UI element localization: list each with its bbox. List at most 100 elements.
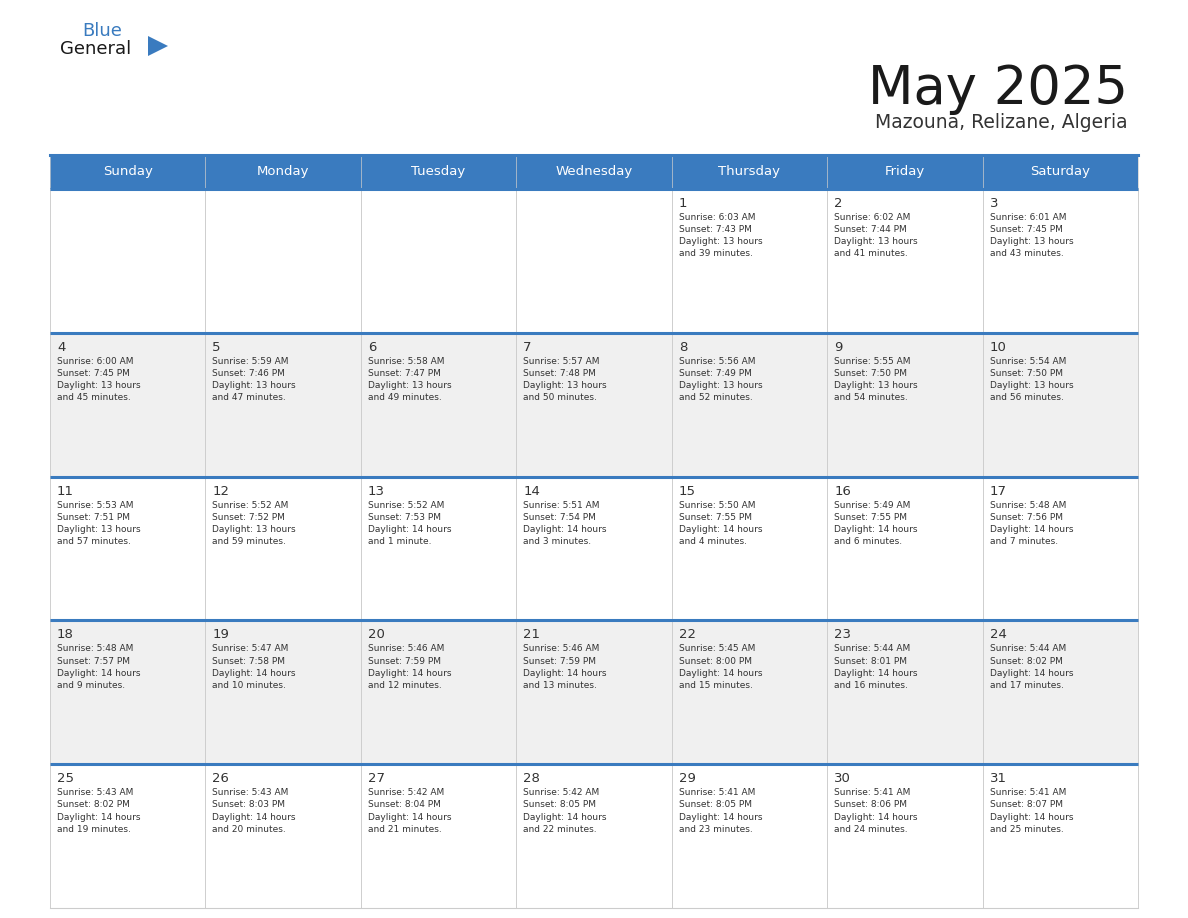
Text: General: General [61,40,131,58]
Bar [361,333,517,476]
Bar [361,764,517,908]
Bar [50,189,206,333]
Bar [827,155,982,189]
Text: Sunrise: 5:48 AM
Sunset: 7:56 PM
Daylight: 14 hours
and 7 minutes.: Sunrise: 5:48 AM Sunset: 7:56 PM Dayligh… [990,500,1073,546]
Text: 31: 31 [990,772,1006,785]
Text: 1: 1 [678,197,687,210]
Text: 28: 28 [523,772,541,785]
Bar [982,155,1138,189]
Bar [361,189,517,333]
Text: Sunrise: 5:55 AM
Sunset: 7:50 PM
Daylight: 13 hours
and 54 minutes.: Sunrise: 5:55 AM Sunset: 7:50 PM Dayligh… [834,357,918,402]
Bar [517,155,671,189]
Text: Sunrise: 5:42 AM
Sunset: 8:04 PM
Daylight: 14 hours
and 21 minutes.: Sunrise: 5:42 AM Sunset: 8:04 PM Dayligh… [368,789,451,834]
Bar [517,476,671,621]
Bar [517,333,671,476]
Bar [361,476,517,621]
Bar [827,764,982,908]
Text: Sunday: Sunday [103,165,152,178]
Bar [982,189,1138,333]
Text: 16: 16 [834,485,851,498]
Text: Tuesday: Tuesday [411,165,466,178]
Text: Sunrise: 5:46 AM
Sunset: 7:59 PM
Daylight: 14 hours
and 12 minutes.: Sunrise: 5:46 AM Sunset: 7:59 PM Dayligh… [368,644,451,689]
Bar [50,476,206,621]
Bar [361,621,517,764]
Text: 21: 21 [523,629,541,642]
Text: Sunrise: 5:41 AM
Sunset: 8:07 PM
Daylight: 14 hours
and 25 minutes.: Sunrise: 5:41 AM Sunset: 8:07 PM Dayligh… [990,789,1073,834]
Bar [982,333,1138,476]
Text: Sunrise: 5:57 AM
Sunset: 7:48 PM
Daylight: 13 hours
and 50 minutes.: Sunrise: 5:57 AM Sunset: 7:48 PM Dayligh… [523,357,607,402]
Text: Friday: Friday [885,165,925,178]
Bar [517,621,671,764]
Text: Monday: Monday [257,165,309,178]
Text: 7: 7 [523,341,532,353]
Text: 22: 22 [678,629,696,642]
Text: 15: 15 [678,485,696,498]
Bar [671,333,827,476]
Text: Sunrise: 5:52 AM
Sunset: 7:53 PM
Daylight: 14 hours
and 1 minute.: Sunrise: 5:52 AM Sunset: 7:53 PM Dayligh… [368,500,451,546]
Bar [982,476,1138,621]
Text: Sunrise: 6:02 AM
Sunset: 7:44 PM
Daylight: 13 hours
and 41 minutes.: Sunrise: 6:02 AM Sunset: 7:44 PM Dayligh… [834,213,918,259]
Bar [50,621,206,764]
Text: Mazouna, Relizane, Algeria: Mazouna, Relizane, Algeria [876,113,1127,132]
Bar [50,333,206,476]
Bar [827,189,982,333]
Text: Sunrise: 5:58 AM
Sunset: 7:47 PM
Daylight: 13 hours
and 49 minutes.: Sunrise: 5:58 AM Sunset: 7:47 PM Dayligh… [368,357,451,402]
Text: Sunrise: 5:59 AM
Sunset: 7:46 PM
Daylight: 13 hours
and 47 minutes.: Sunrise: 5:59 AM Sunset: 7:46 PM Dayligh… [213,357,296,402]
Text: 24: 24 [990,629,1006,642]
Bar [671,476,827,621]
Text: 30: 30 [834,772,851,785]
Bar [827,621,982,764]
Text: 27: 27 [368,772,385,785]
Text: Sunrise: 5:48 AM
Sunset: 7:57 PM
Daylight: 14 hours
and 9 minutes.: Sunrise: 5:48 AM Sunset: 7:57 PM Dayligh… [57,644,140,689]
Bar [50,764,206,908]
Text: 17: 17 [990,485,1006,498]
Text: Sunrise: 5:54 AM
Sunset: 7:50 PM
Daylight: 13 hours
and 56 minutes.: Sunrise: 5:54 AM Sunset: 7:50 PM Dayligh… [990,357,1073,402]
Text: 12: 12 [213,485,229,498]
Text: Sunrise: 5:53 AM
Sunset: 7:51 PM
Daylight: 13 hours
and 57 minutes.: Sunrise: 5:53 AM Sunset: 7:51 PM Dayligh… [57,500,140,546]
Bar [671,764,827,908]
Text: Sunrise: 5:41 AM
Sunset: 8:06 PM
Daylight: 14 hours
and 24 minutes.: Sunrise: 5:41 AM Sunset: 8:06 PM Dayligh… [834,789,917,834]
Text: 8: 8 [678,341,687,353]
Text: Sunrise: 5:43 AM
Sunset: 8:02 PM
Daylight: 14 hours
and 19 minutes.: Sunrise: 5:43 AM Sunset: 8:02 PM Dayligh… [57,789,140,834]
Text: Sunrise: 5:47 AM
Sunset: 7:58 PM
Daylight: 14 hours
and 10 minutes.: Sunrise: 5:47 AM Sunset: 7:58 PM Dayligh… [213,644,296,689]
Text: Sunrise: 5:56 AM
Sunset: 7:49 PM
Daylight: 13 hours
and 52 minutes.: Sunrise: 5:56 AM Sunset: 7:49 PM Dayligh… [678,357,763,402]
Text: Sunrise: 6:00 AM
Sunset: 7:45 PM
Daylight: 13 hours
and 45 minutes.: Sunrise: 6:00 AM Sunset: 7:45 PM Dayligh… [57,357,140,402]
Bar [206,476,361,621]
Text: Sunrise: 5:44 AM
Sunset: 8:01 PM
Daylight: 14 hours
and 16 minutes.: Sunrise: 5:44 AM Sunset: 8:01 PM Dayligh… [834,644,917,689]
Text: 9: 9 [834,341,842,353]
Text: 29: 29 [678,772,696,785]
Text: Sunrise: 5:50 AM
Sunset: 7:55 PM
Daylight: 14 hours
and 4 minutes.: Sunrise: 5:50 AM Sunset: 7:55 PM Dayligh… [678,500,763,546]
Text: 5: 5 [213,341,221,353]
Text: 14: 14 [523,485,541,498]
Text: 4: 4 [57,341,65,353]
Bar [517,764,671,908]
Bar [827,476,982,621]
Text: Sunrise: 5:44 AM
Sunset: 8:02 PM
Daylight: 14 hours
and 17 minutes.: Sunrise: 5:44 AM Sunset: 8:02 PM Dayligh… [990,644,1073,689]
Text: Sunrise: 5:46 AM
Sunset: 7:59 PM
Daylight: 14 hours
and 13 minutes.: Sunrise: 5:46 AM Sunset: 7:59 PM Dayligh… [523,644,607,689]
Text: Wednesday: Wednesday [555,165,633,178]
Text: 11: 11 [57,485,74,498]
Polygon shape [148,36,168,56]
Text: Sunrise: 5:42 AM
Sunset: 8:05 PM
Daylight: 14 hours
and 22 minutes.: Sunrise: 5:42 AM Sunset: 8:05 PM Dayligh… [523,789,607,834]
Bar [206,189,361,333]
Text: 18: 18 [57,629,74,642]
Text: Sunrise: 5:51 AM
Sunset: 7:54 PM
Daylight: 14 hours
and 3 minutes.: Sunrise: 5:51 AM Sunset: 7:54 PM Dayligh… [523,500,607,546]
Text: 25: 25 [57,772,74,785]
Text: Sunrise: 5:41 AM
Sunset: 8:05 PM
Daylight: 14 hours
and 23 minutes.: Sunrise: 5:41 AM Sunset: 8:05 PM Dayligh… [678,789,763,834]
Bar [361,155,517,189]
Bar [827,333,982,476]
Bar [517,189,671,333]
Text: Sunrise: 5:52 AM
Sunset: 7:52 PM
Daylight: 13 hours
and 59 minutes.: Sunrise: 5:52 AM Sunset: 7:52 PM Dayligh… [213,500,296,546]
Text: 2: 2 [834,197,842,210]
Text: 6: 6 [368,341,377,353]
Text: 13: 13 [368,485,385,498]
Bar [206,333,361,476]
Text: Blue: Blue [82,22,122,40]
Bar [206,764,361,908]
Text: May 2025: May 2025 [868,63,1127,115]
Text: 10: 10 [990,341,1006,353]
Text: 23: 23 [834,629,851,642]
Bar [982,621,1138,764]
Text: Thursday: Thursday [719,165,781,178]
Bar [671,621,827,764]
